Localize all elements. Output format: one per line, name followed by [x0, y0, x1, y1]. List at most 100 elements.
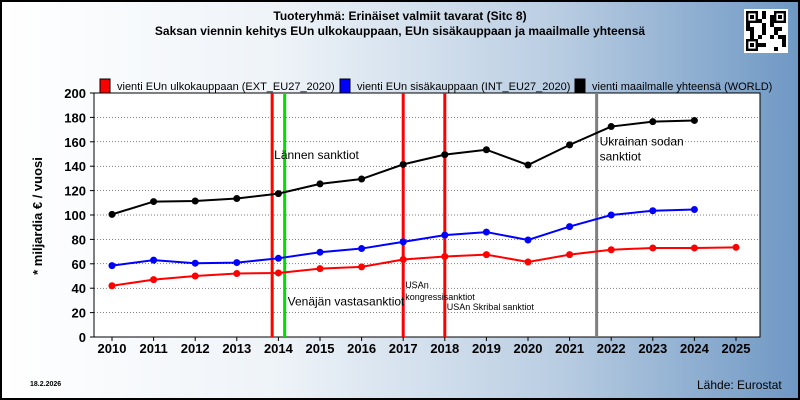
- data-point: [566, 223, 574, 231]
- x-tick-label: 2024: [680, 341, 710, 356]
- data-point: [441, 231, 449, 239]
- data-point: [150, 256, 158, 264]
- event-label-western-sanctions: Lännen sanktiot: [274, 148, 359, 162]
- y-tick-label: 100: [64, 208, 86, 223]
- data-point: [316, 248, 324, 256]
- event-label-us-skripal-sanctions: USAn Skribal sanktiot: [447, 302, 535, 312]
- data-point: [441, 151, 449, 159]
- x-tick-label: 2022: [597, 341, 626, 356]
- y-tick-label: 60: [72, 257, 86, 272]
- data-point: [233, 270, 241, 278]
- qr-cell: [750, 27, 754, 31]
- qr-finder-inner: [750, 43, 754, 47]
- data-point: [649, 244, 657, 252]
- data-point: [732, 243, 740, 251]
- data-point: [482, 146, 490, 154]
- qr-cell: [774, 31, 778, 35]
- series-line-1: [111, 246, 737, 287]
- qr-cell: [774, 27, 778, 31]
- qr-cell: [782, 35, 786, 39]
- x-tick-label: 2023: [638, 341, 667, 356]
- x-tick-label: 2025: [722, 341, 751, 356]
- chart-subtitle: Saksan viennin kehitys EUn ulkokauppaan,…: [155, 24, 646, 38]
- data-point: [566, 251, 574, 259]
- qr-cell: [746, 27, 750, 31]
- data-point: [607, 246, 615, 254]
- y-tick-label: 80: [72, 232, 86, 247]
- x-tick-label: 2010: [98, 341, 127, 356]
- data-point: [316, 180, 324, 188]
- data-point: [108, 262, 116, 270]
- data-point: [274, 190, 282, 198]
- event-label-ukraine-war-sanctions-line1: Ukrainan sodan: [600, 134, 684, 148]
- qr-cell: [778, 35, 782, 39]
- data-point: [358, 245, 366, 253]
- qr-cell: [762, 43, 766, 47]
- qr-cell: [762, 31, 766, 35]
- x-tick-label: 2011: [139, 341, 167, 356]
- qr-cell: [770, 15, 774, 19]
- data-point: [108, 210, 116, 218]
- y-tick-label: 20: [72, 306, 86, 321]
- y-tick-label: 180: [64, 110, 86, 125]
- data-point: [399, 160, 407, 168]
- qr-cell: [758, 35, 762, 39]
- data-point: [191, 272, 199, 280]
- y-tick-label: 160: [64, 135, 86, 150]
- data-point: [649, 207, 657, 215]
- x-tick-label: 2014: [264, 341, 294, 356]
- legend-label-world: vienti maailmalle yhteensä (WORLD): [592, 81, 772, 93]
- plot-area: 0 20 40 60 80 100 120 140 160 180 200 2010 2011 2012 2…: [64, 86, 761, 356]
- legend: vienti EUn ulkokauppaan (EXT_EU27_2020) …: [99, 78, 772, 94]
- data-point: [607, 211, 615, 219]
- x-tick-label: 2018: [430, 341, 459, 356]
- qr-finder-inner: [778, 15, 782, 19]
- event-label-us-congress-sanctions-line2: kongressisanktiot: [405, 292, 475, 302]
- data-point: [274, 254, 282, 262]
- data-point: [274, 269, 282, 277]
- x-tick-label: 2016: [347, 341, 376, 356]
- qr-cell: [762, 27, 766, 31]
- qr-cell: [762, 15, 766, 19]
- qr-cell: [778, 27, 782, 31]
- data-point: [399, 256, 407, 264]
- data-point: [233, 195, 241, 203]
- y-tick-label: 0: [79, 330, 86, 345]
- y-axis-label: * miljardia € / vuosi: [30, 157, 45, 275]
- footer-date: 18.2.2026: [30, 381, 61, 388]
- data-point: [524, 258, 532, 266]
- data-point: [108, 282, 116, 290]
- data-point: [690, 206, 698, 214]
- data-point: [690, 116, 698, 124]
- data-point: [191, 197, 199, 205]
- qr-cell: [758, 43, 762, 47]
- qr-finder-inner: [750, 15, 754, 19]
- x-tick-label: 2019: [472, 341, 501, 356]
- qr-code-icon: [744, 9, 788, 53]
- y-tick-label: 140: [64, 159, 86, 174]
- data-point: [482, 251, 490, 259]
- qr-cell: [758, 19, 762, 23]
- qr-cell: [770, 35, 774, 39]
- data-point: [441, 252, 449, 260]
- y-tick-label: 200: [64, 86, 86, 101]
- y-tick-label: 40: [72, 281, 86, 296]
- qr-cell: [770, 19, 774, 23]
- qr-cell: [750, 31, 754, 35]
- qr-cell: [782, 39, 786, 43]
- data-point: [649, 118, 657, 126]
- legend-label-eu-external: vienti EUn ulkokauppaan (EXT_EU27_2020): [117, 81, 335, 93]
- y-tick-label: 120: [64, 184, 86, 199]
- x-tick-label: 2021: [555, 341, 584, 356]
- footer-source: Lähde: Eurostat: [697, 378, 782, 392]
- event-label-russian-countersanctions: Venäjän vastasanktiot: [288, 294, 405, 308]
- qr-cell: [762, 11, 766, 15]
- x-tick-label: 2012: [181, 341, 210, 356]
- data-point: [150, 276, 158, 284]
- data-point: [566, 141, 574, 149]
- event-label-ukraine-war-sanctions-line2: sanktiot: [600, 149, 642, 163]
- data-point: [316, 265, 324, 273]
- data-point: [233, 259, 241, 267]
